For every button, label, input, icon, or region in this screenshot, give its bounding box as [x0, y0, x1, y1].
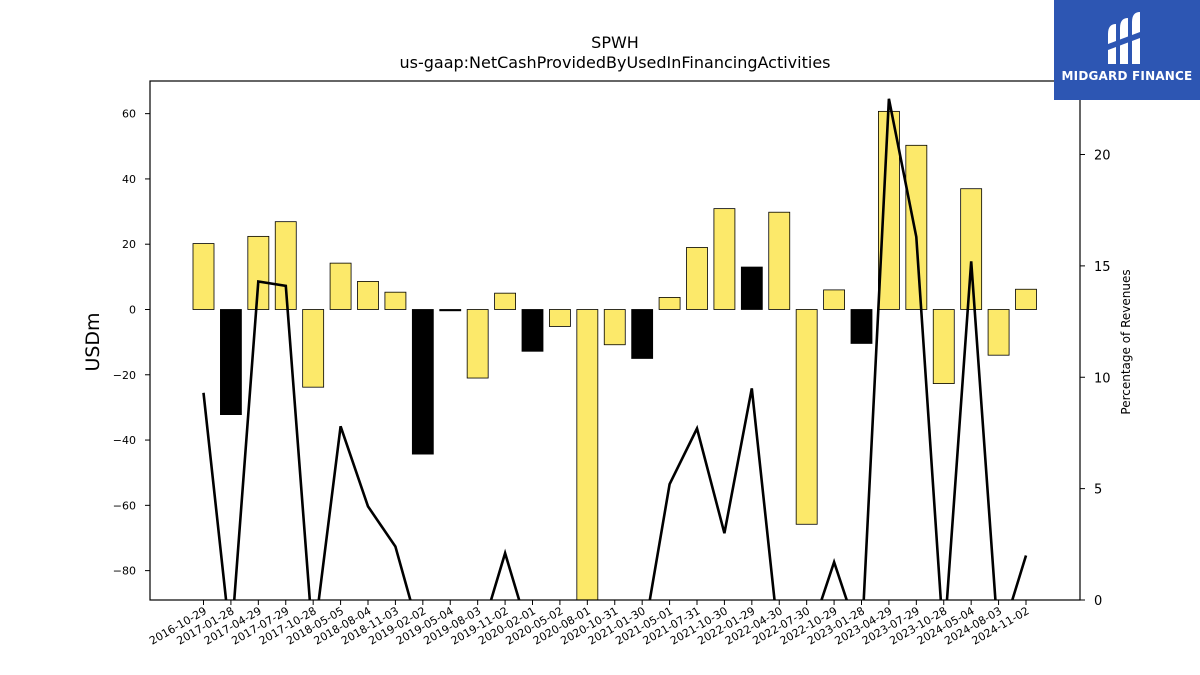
left-axis: 60 40 20 0 −20 −40 −60 −80	[113, 108, 150, 578]
y2-tick-label: 20	[1094, 149, 1111, 164]
y2-tick-label: 5	[1094, 483, 1102, 498]
chart-subtitle: us-gaap:NetCashProvidedByUsedInFinancing…	[399, 53, 830, 72]
bar	[850, 309, 873, 344]
chart-title: SPWH	[591, 33, 639, 52]
bar	[960, 188, 983, 310]
y-tick-label: 20	[122, 238, 136, 251]
percentage-line	[202, 98, 1028, 600]
bar	[713, 208, 736, 310]
y2-tick-label: 15	[1094, 260, 1111, 275]
y2-tick-label: 0	[1094, 594, 1102, 609]
y-tick-label: −60	[113, 499, 136, 512]
bar	[905, 144, 928, 310]
bar	[603, 309, 626, 346]
bar	[357, 281, 379, 310]
y-tick-label: 40	[122, 173, 136, 186]
y2-tick-label: 10	[1094, 371, 1111, 386]
bar	[1015, 288, 1037, 310]
bars-group	[192, 110, 1037, 601]
logo-mark-icon	[1108, 12, 1140, 64]
right-axis: 0 5 10 15 20	[1080, 149, 1111, 609]
y-tick-label: −20	[113, 369, 136, 382]
logo-text: MIDGARD FINANCE	[1061, 69, 1193, 83]
bar	[192, 243, 215, 310]
bar	[740, 266, 763, 310]
y2-axis-label: Percentage of Revenues	[1119, 269, 1133, 414]
bar	[768, 211, 791, 310]
y-tick-label: −80	[113, 565, 136, 578]
y-tick-label: 0	[129, 303, 136, 316]
brand-logo: MIDGARD FINANCE	[1054, 0, 1200, 100]
bar	[494, 292, 516, 310]
bar	[302, 309, 325, 388]
bar	[521, 309, 544, 352]
x-axis: 2016-10-292017-01-282017-04-292017-07-29…	[147, 600, 1032, 648]
bar	[439, 309, 462, 312]
bar	[823, 289, 845, 310]
bar	[795, 309, 818, 525]
y-tick-label: −40	[113, 434, 136, 447]
y-tick-label: 60	[122, 108, 136, 121]
bar	[247, 235, 270, 310]
bar	[411, 309, 434, 455]
bar	[329, 262, 352, 310]
bar	[987, 309, 1010, 356]
bar	[384, 291, 407, 310]
bar	[932, 309, 955, 384]
bar	[549, 309, 571, 327]
bar	[686, 247, 708, 310]
bar	[576, 309, 599, 601]
y-axis-label: USDm	[82, 312, 104, 371]
line-group	[202, 98, 1028, 600]
bar	[220, 309, 242, 415]
bar	[658, 297, 681, 310]
bar	[466, 309, 489, 379]
bar	[631, 309, 654, 359]
bar	[274, 221, 297, 310]
